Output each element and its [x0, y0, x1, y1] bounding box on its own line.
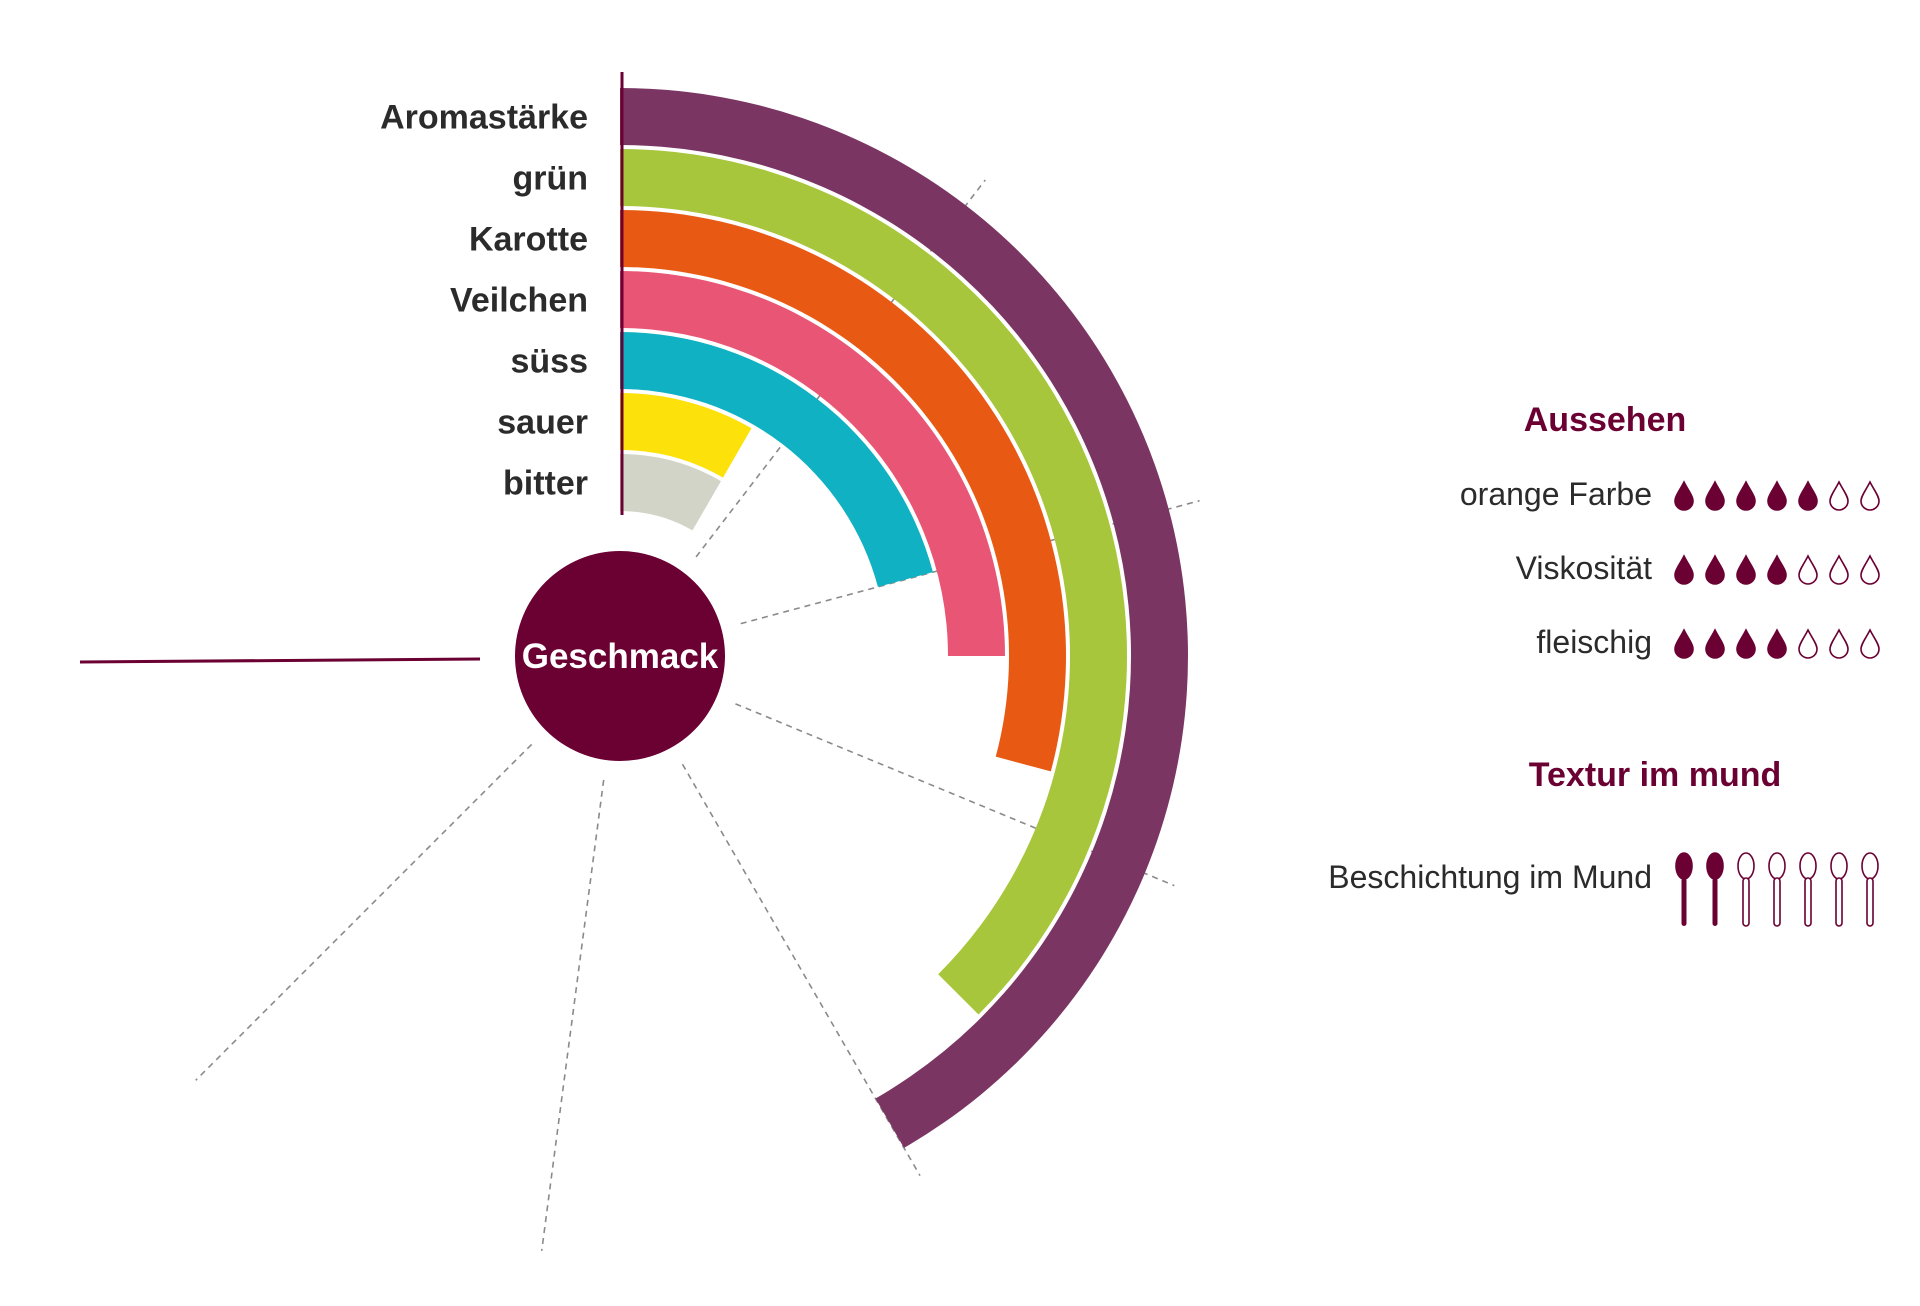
center-label: Geschmack — [522, 637, 719, 676]
category-label-1: Aromastärke — [380, 99, 588, 137]
arc-bar-1 — [620, 88, 1188, 1148]
spoon-icon — [1706, 852, 1724, 926]
drop-icon — [1705, 554, 1725, 585]
sector-guide-5 — [540, 779, 605, 1251]
drop-icon — [1705, 628, 1725, 659]
aussehen-label-2: Viskosität — [1516, 550, 1652, 586]
drop-icon — [1860, 628, 1880, 659]
drop-icon — [1798, 628, 1818, 659]
category-label-5: süss — [511, 343, 589, 381]
spoon-icon — [1861, 852, 1879, 927]
drop-icon — [1829, 628, 1849, 659]
textur-label-1: Beschichtung im Mund — [1328, 859, 1652, 895]
drop-icon — [1767, 628, 1787, 659]
category-label-7: bitter — [503, 465, 588, 503]
sector-guide-6 — [195, 743, 533, 1081]
arc-bar-2 — [620, 149, 1127, 1015]
drop-icon — [1798, 480, 1818, 511]
drop-icon — [1860, 480, 1880, 511]
sector-guide-3 — [735, 703, 1175, 887]
center-circle — [515, 551, 725, 761]
category-labels: Aromastärke grün Karotte Veilchen süss sauer b… — [380, 99, 588, 503]
drop-icon — [1674, 554, 1694, 585]
aussehen-rows: orange Farbe Viskosität fleischig — [1460, 476, 1880, 660]
drop-icon — [1736, 480, 1756, 511]
category-label-6: sauer — [497, 404, 588, 442]
drop-icon — [1674, 480, 1694, 511]
spoon-icon — [1675, 852, 1693, 926]
arc-bar-4 — [620, 271, 1005, 656]
drop-icon — [1736, 554, 1756, 585]
drop-icon — [1767, 480, 1787, 511]
arc-bar-7 — [620, 454, 721, 531]
drop-icon — [1860, 554, 1880, 585]
drop-icon — [1736, 628, 1756, 659]
arc-bar-5 — [620, 332, 933, 587]
arc-bars — [620, 88, 1188, 1148]
category-label-2: grün — [512, 160, 588, 198]
textur-title: Textur im mund — [1529, 756, 1782, 794]
drop-icon — [1705, 480, 1725, 511]
arc-bar-6 — [620, 393, 752, 478]
spoon-icon — [1768, 852, 1786, 927]
spoon-icon — [1830, 852, 1848, 927]
drop-icon — [1674, 628, 1694, 659]
drop-icon — [1798, 554, 1818, 585]
spoon-icon — [1799, 852, 1817, 927]
aussehen-label-3: fleischig — [1536, 624, 1652, 660]
arc-bar-3 — [620, 210, 1066, 772]
sector-guide-2 — [740, 499, 1200, 625]
drop-icon — [1829, 554, 1849, 585]
textur-rows: Beschichtung im Mund — [1328, 852, 1879, 927]
sector-guide-1 — [695, 179, 986, 558]
sector-guide-4 — [681, 763, 921, 1177]
spoon-icon — [1737, 852, 1755, 927]
aussehen-label-1: orange Farbe — [1460, 476, 1652, 512]
left-separator-line — [79, 657, 481, 664]
category-label-4: Veilchen — [450, 282, 588, 320]
drop-icon — [1829, 480, 1849, 511]
drop-icon — [1767, 554, 1787, 585]
aussehen-title: Aussehen — [1524, 401, 1687, 439]
category-label-3: Karotte — [469, 221, 588, 259]
sector-guide-lines — [195, 179, 1200, 1251]
